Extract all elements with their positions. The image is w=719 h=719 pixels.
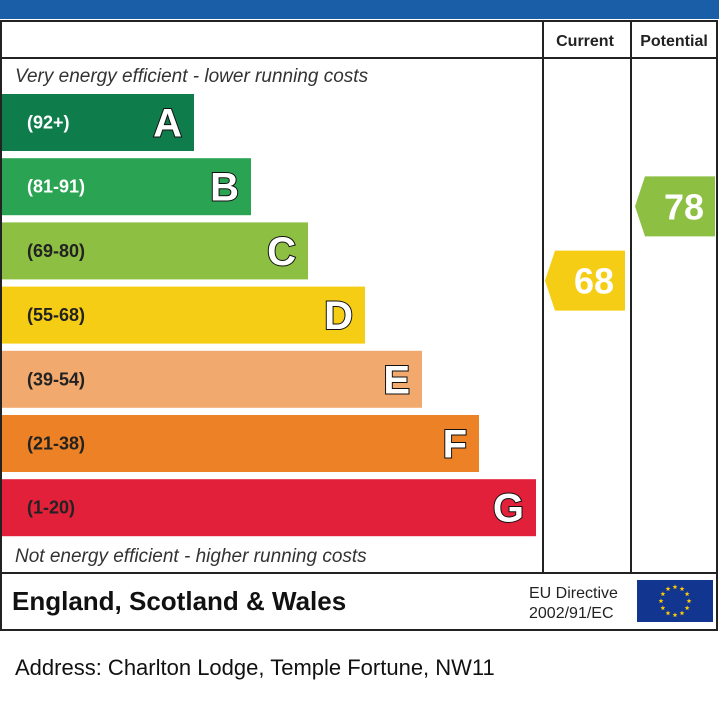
current-score-value: 68 <box>574 261 614 302</box>
band-b-bar <box>2 158 251 216</box>
band-a: (92+) A <box>2 94 194 151</box>
band-f: (21-38) F <box>2 415 479 472</box>
eu-flag-star <box>684 605 690 611</box>
eu-directive-number: 2002/91/EC <box>529 605 614 622</box>
eu-directive-label: EU Directive <box>529 585 618 602</box>
eu-flag-star <box>679 586 685 591</box>
band-c-range: (69-80) <box>27 241 85 261</box>
eu-flag-star <box>665 586 671 591</box>
band-f-bar <box>2 415 479 472</box>
chart-frame <box>0 20 718 631</box>
band-g-letter: G <box>493 487 524 531</box>
band-a-range: (92+) <box>27 113 70 133</box>
eu-flag-star <box>660 605 666 611</box>
band-e-range: (39-54) <box>27 369 85 389</box>
band-e-letter: E <box>383 358 410 402</box>
band-f-letter: F <box>443 423 467 467</box>
band-d-range: (55-68) <box>27 305 85 325</box>
band-b-range: (81-91) <box>27 177 85 197</box>
band-d-letter: D <box>324 294 353 338</box>
current-column-header: Current <box>556 33 614 50</box>
bottom-efficiency-note: Not energy efficient - higher running co… <box>15 546 367 567</box>
region-label: England, Scotland & Wales <box>12 586 346 616</box>
band-c: (69-80) C <box>2 222 308 280</box>
property-address: Address: Charlton Lodge, Temple Fortune,… <box>15 655 495 680</box>
band-a-letter: A <box>153 102 182 146</box>
band-c-letter: C <box>267 230 296 274</box>
eu-flag-icon <box>637 580 713 622</box>
band-g-bar <box>2 479 536 537</box>
eu-flag-star <box>686 598 692 604</box>
band-d: (55-68) D <box>2 286 365 344</box>
band-e: (39-54) E <box>2 350 422 408</box>
band-e-bar <box>2 350 422 408</box>
potential-score-value: 78 <box>664 186 704 227</box>
band-g: (1-20) G <box>2 479 536 537</box>
eu-flag-star <box>672 612 678 618</box>
band-b-letter: B <box>210 166 239 210</box>
eu-flag-star <box>665 610 671 616</box>
band-c-bar <box>2 222 308 280</box>
band-f-range: (21-38) <box>27 434 85 454</box>
band-g-range: (1-20) <box>27 498 75 518</box>
potential-column-header: Potential <box>640 33 708 50</box>
eu-flag-star <box>679 610 685 616</box>
eu-flag-star <box>660 591 666 597</box>
eu-flag-star <box>672 584 678 590</box>
eu-flag-star <box>658 598 664 604</box>
header-strip <box>0 0 719 19</box>
current-score-arrow <box>545 250 625 311</box>
band-b: (81-91) B <box>2 158 251 216</box>
eu-flag-star <box>684 591 690 597</box>
band-d-bar <box>2 286 365 344</box>
current-score-marker: 68 <box>545 250 625 311</box>
band-a-bar <box>2 94 194 151</box>
epc-rating-chart: Current Potential Very energy efficient … <box>0 0 719 631</box>
potential-score-marker: 78 <box>635 176 715 237</box>
rating-bands: (92+) A (81-91) B (69-80) C (55-68) D (39-54… <box>2 94 536 537</box>
potential-score-arrow <box>635 176 715 237</box>
top-efficiency-note: Very energy efficient - lower running co… <box>15 66 369 87</box>
